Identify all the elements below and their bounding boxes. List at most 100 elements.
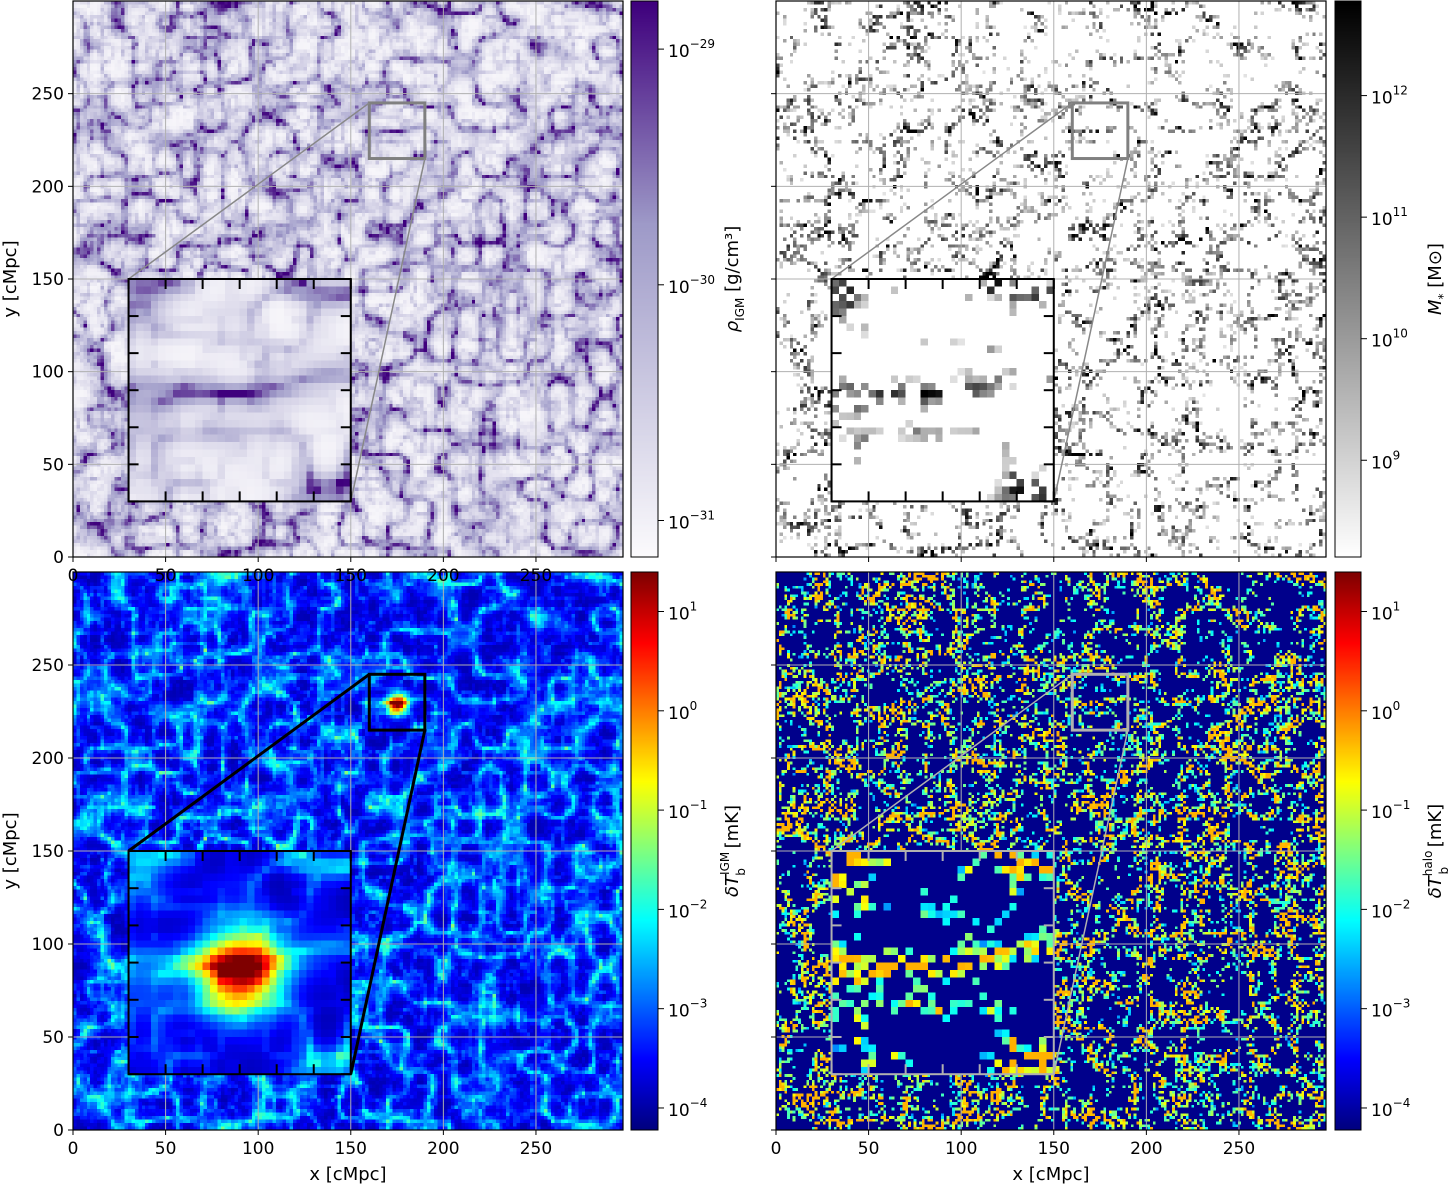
colorbar-label-symbol: δT: [1425, 874, 1446, 898]
x-tick-label: 200: [427, 566, 459, 586]
colorbar-tick-exponent: 0: [1393, 699, 1401, 713]
x-tick-label: 50: [155, 1139, 177, 1159]
colorbar-tick-label: 101: [668, 600, 697, 625]
colorbar-tick-exponent: 0: [690, 699, 698, 713]
colorbar-tick-exponent: 1: [1393, 600, 1401, 614]
colorbar-tick-label: 100: [668, 699, 697, 724]
inset-image: [831, 851, 1054, 1075]
colorbar-image: [631, 572, 658, 1130]
colorbar-frame: [1334, 0, 1362, 558]
x-tick-label: 0: [68, 1139, 79, 1159]
x-tick-label: 150: [335, 566, 367, 586]
colorbar-tick-exponent: 9: [1393, 448, 1401, 462]
x-tick-label: 150: [1038, 1139, 1070, 1159]
y-tick-label: 100: [32, 363, 64, 383]
colorbar-label: M* [M⊙]: [1425, 243, 1448, 315]
zoom-connector-line: [831, 102, 1073, 280]
y-tick-label: 200: [32, 177, 64, 197]
inset-image: [831, 279, 1054, 502]
colorbar-tick-label: 101: [1371, 600, 1400, 625]
zoom-connector-line: [128, 102, 370, 280]
colorbar-tick-label: 100: [1371, 699, 1400, 724]
colorbar-label-unit: [g/cm³]: [722, 226, 743, 298]
x-tick-label: 0: [68, 566, 79, 586]
colorbar-tick-label: 10−1: [668, 798, 707, 823]
colorbar-tick-exponent: −3: [690, 997, 708, 1011]
colorbar-frame: [630, 0, 659, 558]
colorbar-tick-label: 10−29: [668, 37, 715, 62]
y-tick-label: 150: [32, 842, 64, 862]
zoom-connector-line: [1053, 158, 1129, 502]
colorbar-label-subscript: *: [1436, 293, 1448, 299]
zoom-connector-line: [1053, 729, 1129, 1075]
zoom-connector-line: [831, 673, 1073, 852]
colorbar-tick-exponent: 12: [1393, 84, 1408, 98]
colorbar-tick-exponent: −30: [690, 273, 715, 287]
y-tick-label: 200: [32, 749, 64, 769]
colorbar-tick-label: 10−3: [668, 997, 707, 1022]
y-tick-label: 150: [32, 270, 64, 290]
colorbar-tick-label: 10−4: [668, 1096, 707, 1121]
colorbar-tick-exponent: −1: [1393, 798, 1411, 812]
colorbar-tick-exponent: −3: [1393, 997, 1411, 1011]
zoom-box: [367, 672, 427, 732]
y-axis-label: y [cMpc]: [0, 240, 21, 317]
colorbar-image: [631, 1, 658, 557]
colorbar-tick-label: 10−4: [1371, 1096, 1410, 1121]
colorbar-label-subscript: b: [1437, 867, 1448, 875]
y-tick-label: 0: [53, 548, 64, 568]
colorbar-label-subscript: IGM: [733, 298, 747, 321]
colorbar-tick-label: 109: [1371, 448, 1400, 473]
colorbar-tick-exponent: −4: [1393, 1096, 1411, 1110]
colorbar-image: [1335, 1, 1361, 557]
colorbar-tick-label: 1010: [1371, 327, 1408, 352]
x-tick-label: 150: [335, 1139, 367, 1159]
colorbar-tick-label: 10−31: [668, 508, 715, 533]
colorbar-tick-label: 10−2: [1371, 897, 1410, 922]
x-tick-label: 100: [945, 1139, 977, 1159]
x-tick-label: 50: [155, 566, 177, 586]
x-tick-label: 0: [771, 1139, 782, 1159]
x-tick-label: 250: [520, 1139, 552, 1159]
x-tick-label: 200: [1130, 1139, 1162, 1159]
colorbar-tick-exponent: 11: [1393, 205, 1408, 219]
colorbar-label-unit: [mK]: [1425, 804, 1446, 853]
colorbar-label-superscript: IGM: [718, 852, 732, 875]
colorbar-label: ρIGM [g/cm³]: [722, 226, 747, 333]
x-tick-label: 250: [520, 566, 552, 586]
colorbar-tick-label: 1012: [1371, 84, 1408, 109]
colorbar-tick-exponent: −1: [690, 798, 708, 812]
zoom-box: [1070, 672, 1130, 732]
colorbar-frame: [630, 571, 659, 1131]
colorbar-tick-exponent: 1: [690, 600, 698, 614]
colorbar-tick-exponent: −31: [690, 508, 715, 522]
colorbar-label-symbol: δT: [722, 873, 743, 897]
inset-image: [128, 851, 351, 1075]
zoom-connector-line: [350, 158, 426, 502]
y-tick-label: 100: [32, 935, 64, 955]
colorbars: [630, 0, 1367, 1131]
y-axis-label: y [cMpc]: [0, 812, 21, 889]
colorbar-tick-exponent: −2: [690, 897, 708, 911]
x-axis-label: x [cMpc]: [1012, 1164, 1089, 1184]
colorbar-label-unit: [M⊙]: [1425, 243, 1446, 293]
zoom-insets: [127, 101, 1130, 1076]
colorbar-label-symbol: M: [1425, 299, 1446, 315]
colorbar-tick-label: 10−2: [668, 897, 707, 922]
x-axis-label: x [cMpc]: [309, 1164, 386, 1184]
colorbar-label-symbol: ρ: [722, 320, 743, 332]
inset-image: [128, 279, 351, 502]
zoom-box: [1070, 101, 1130, 161]
colorbar-label: δThalob [mK]: [1421, 804, 1448, 898]
colorbar-tick-exponent: −2: [1393, 897, 1411, 911]
x-tick-label: 100: [242, 1139, 274, 1159]
colorbar-tick-exponent: −4: [690, 1096, 708, 1110]
zoom-connector-line: [349, 729, 427, 1075]
colorbar-tick-label: 10−1: [1371, 798, 1410, 823]
axes: [68, 0, 1327, 1135]
colorbar-tick-label: 10−3: [1371, 997, 1410, 1022]
colorbar-tick-exponent: −29: [690, 37, 715, 51]
x-tick-label: 250: [1223, 1139, 1255, 1159]
